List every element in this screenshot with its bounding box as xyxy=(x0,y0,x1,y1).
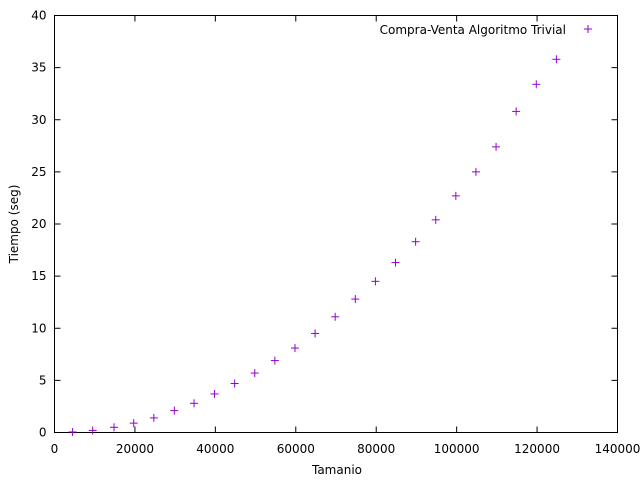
data-point xyxy=(149,413,158,422)
x-tick-label: 20000 xyxy=(116,442,154,456)
data-point xyxy=(411,237,420,246)
data-point xyxy=(371,277,380,286)
data-point xyxy=(451,191,460,200)
x-tick-label: 80000 xyxy=(357,442,395,456)
legend: Compra-Venta Algoritmo Trivial xyxy=(380,23,592,37)
y-tick-label: 30 xyxy=(31,113,46,127)
data-point xyxy=(290,344,299,353)
y-tick-label: 25 xyxy=(31,165,46,179)
x-axis-title: Tamanio xyxy=(311,463,362,477)
data-point xyxy=(68,427,77,436)
legend-marker-symbol xyxy=(584,25,592,33)
y-tick-label: 40 xyxy=(31,9,46,23)
plot-frame xyxy=(54,15,618,433)
y-tick-label: 5 xyxy=(39,373,47,387)
y-tick-label: 10 xyxy=(31,321,46,335)
data-point xyxy=(210,389,219,398)
x-tick-label: 100000 xyxy=(434,442,480,456)
legend-label: Compra-Venta Algoritmo Trivial xyxy=(380,23,566,37)
y-axis-title: Tiempo (seg) xyxy=(7,185,21,265)
data-point xyxy=(250,369,259,378)
y-tick-label: 0 xyxy=(39,426,47,440)
data-points xyxy=(68,55,561,436)
data-point xyxy=(170,406,179,415)
x-tick-label: 140000 xyxy=(595,442,640,456)
data-point xyxy=(110,423,119,432)
data-point xyxy=(552,55,561,64)
y-tick-label: 15 xyxy=(31,269,46,283)
x-tick-label: 60000 xyxy=(277,442,315,456)
data-point xyxy=(431,215,440,224)
x-tick-label: 40000 xyxy=(196,442,234,456)
data-point xyxy=(492,142,501,151)
legend-marker xyxy=(584,25,592,33)
axis-ticks xyxy=(54,15,618,433)
data-point xyxy=(331,312,340,321)
x-tick-labels: 0 20000 40000 60000 80000 100000 120000 140000 xyxy=(51,442,640,456)
data-point xyxy=(351,295,360,304)
data-point xyxy=(270,356,279,365)
y-tick-labels: 0 5 10 15 20 25 30 35 40 xyxy=(31,9,46,440)
data-point xyxy=(471,167,480,176)
data-point xyxy=(532,80,541,89)
data-point xyxy=(230,379,239,388)
data-point xyxy=(311,329,320,338)
data-point xyxy=(129,419,138,428)
x-tick-label: 120000 xyxy=(514,442,560,456)
data-point xyxy=(88,426,97,435)
x-tick-label: 0 xyxy=(51,442,59,456)
data-point xyxy=(512,107,521,116)
data-point xyxy=(190,399,199,408)
y-tick-label: 20 xyxy=(31,217,46,231)
data-point xyxy=(391,258,400,267)
y-tick-label: 35 xyxy=(31,61,46,75)
